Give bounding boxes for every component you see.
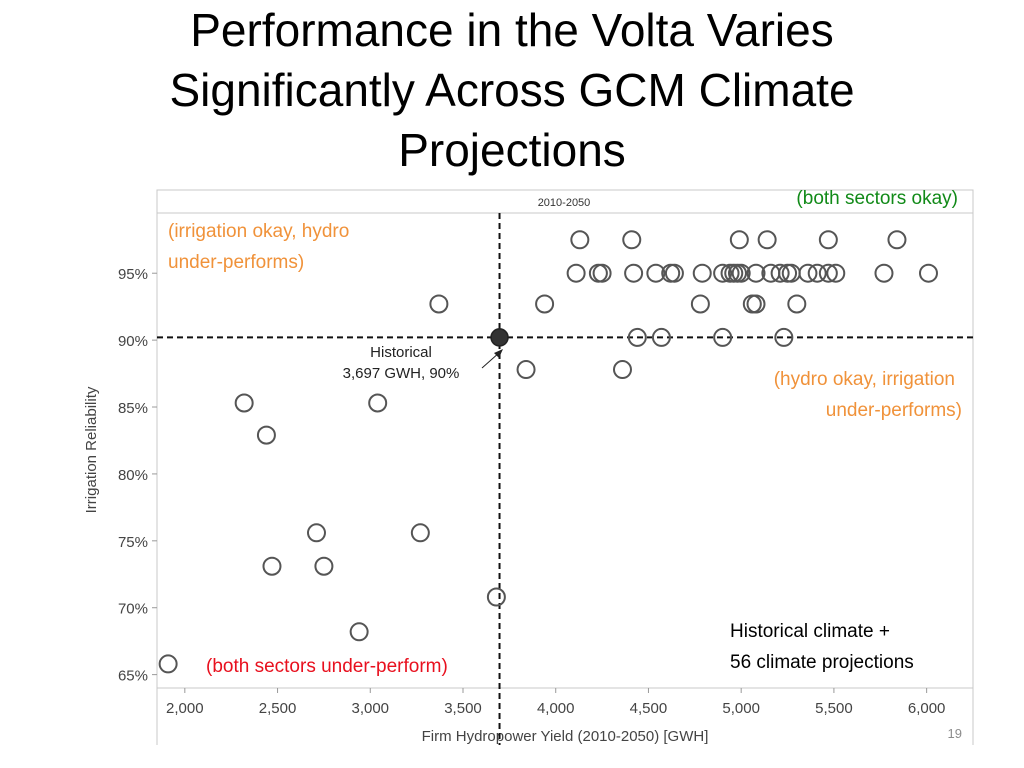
- slide-title-line: Performance in the Volta Varies: [190, 4, 834, 56]
- projection-point: [651, 327, 671, 347]
- projection-point: [429, 294, 449, 314]
- projection-point: [798, 263, 818, 283]
- y-tick-label: 65%: [118, 668, 148, 685]
- slide-title-line: Projections: [398, 124, 626, 176]
- y-axis-label: Irrigation Reliability: [83, 386, 100, 513]
- projection-point: [516, 360, 536, 380]
- projection-point: [692, 263, 712, 283]
- y-tick-label: 75%: [118, 534, 148, 551]
- annotation-both-okay: (both sectors okay): [796, 188, 958, 209]
- projection-point: [746, 294, 766, 314]
- projection-point: [262, 556, 282, 576]
- projection-point: [612, 360, 632, 380]
- projection-point: [787, 294, 807, 314]
- annotation-irrigation-okay: (irrigation okay, hydro: [168, 221, 349, 242]
- projection-point: [818, 230, 838, 250]
- historical-arrow-head: [494, 349, 503, 358]
- projection-point: [486, 587, 506, 607]
- projection-point: [592, 263, 612, 283]
- projection-point: [256, 425, 276, 445]
- projection-point: [664, 263, 684, 283]
- x-tick-label: 5,000: [722, 700, 760, 717]
- projection-point: [627, 327, 647, 347]
- projection-point: [918, 263, 938, 283]
- projection-point: [713, 263, 733, 283]
- projection-point: [234, 393, 254, 413]
- y-tick-label: 90%: [118, 333, 148, 350]
- projection-point: [818, 263, 838, 283]
- projection-point: [566, 263, 586, 283]
- projection-point: [729, 230, 749, 250]
- plot-area: [156, 212, 974, 689]
- projection-point: [770, 263, 790, 283]
- projection-point: [624, 263, 644, 283]
- panel-title: 2010-2050: [538, 197, 591, 209]
- projection-point: [731, 263, 751, 283]
- projection-point: [807, 263, 827, 283]
- y-tick-label: 80%: [118, 467, 148, 484]
- x-tick-label: 4,000: [537, 700, 575, 717]
- projection-point: [713, 327, 733, 347]
- historical-point: [490, 328, 509, 347]
- projection-point: [622, 230, 642, 250]
- x-axis-label: Firm Hydropower Yield (2010-2050) [GWH]: [422, 728, 709, 745]
- projection-point: [746, 263, 766, 283]
- x-tick-label: 6,000: [908, 700, 946, 717]
- annotation-note-cont: 56 climate projections: [730, 652, 914, 673]
- projection-point: [887, 230, 907, 250]
- annotation-hydro-okay: (hydro okay, irrigation: [774, 369, 955, 390]
- projection-point: [690, 294, 710, 314]
- projection-point: [826, 263, 846, 283]
- slide-title-line: Significantly Across GCM Climate: [169, 64, 855, 116]
- projection-point: [368, 393, 388, 413]
- annotation-both-under: (both sectors under-perform): [206, 656, 448, 677]
- y-tick-label: 70%: [118, 601, 148, 618]
- slide-title: Performance in the Volta Varies Signific…: [0, 0, 1024, 180]
- x-tick-label: 5,500: [815, 700, 853, 717]
- projection-point: [774, 327, 794, 347]
- x-tick-label: 2,000: [166, 700, 204, 717]
- projection-point: [757, 230, 777, 250]
- x-tick-label: 4,500: [630, 700, 668, 717]
- annotation-note: Historical climate +: [730, 621, 890, 642]
- projection-point: [349, 622, 369, 642]
- y-tick-label: 95%: [118, 266, 148, 283]
- y-tick-label: 85%: [118, 400, 148, 417]
- projection-point: [410, 523, 430, 543]
- x-tick-label: 3,500: [444, 700, 482, 717]
- projection-point: [158, 654, 178, 674]
- annotation-irrigation-okay-cont: under-performs): [168, 252, 304, 273]
- annotation-hydro-okay-cont: under-performs): [826, 400, 962, 421]
- projection-point: [306, 523, 326, 543]
- slide-number: 19: [947, 726, 962, 741]
- x-tick-label: 3,000: [351, 700, 389, 717]
- projection-point: [535, 294, 555, 314]
- x-tick-label: 2,500: [259, 700, 297, 717]
- historical-label: Historical: [370, 344, 432, 361]
- historical-value-label: 3,697 GWH, 90%: [343, 365, 460, 382]
- projection-point: [314, 556, 334, 576]
- projection-point: [646, 263, 666, 283]
- projection-point: [874, 263, 894, 283]
- projection-point: [570, 230, 590, 250]
